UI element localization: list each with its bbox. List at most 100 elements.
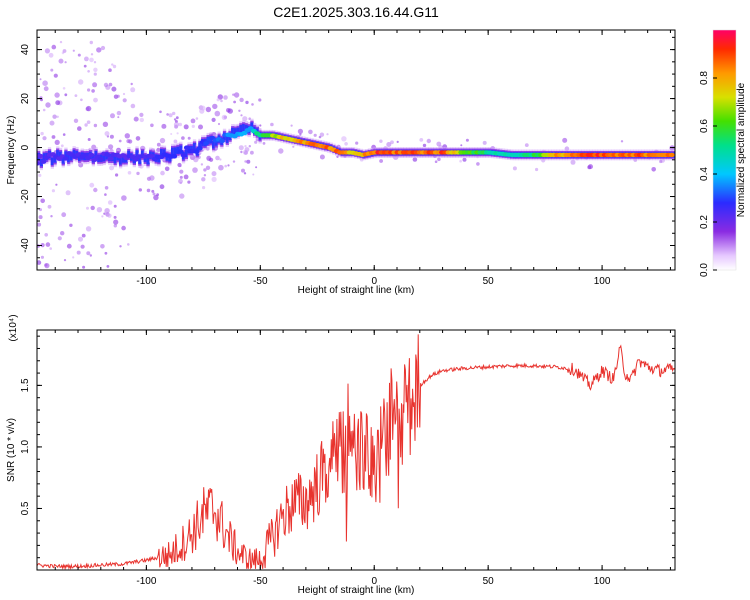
spectrogram-noise-cell	[243, 172, 247, 175]
spectrogram-noise-cell	[250, 150, 254, 155]
spectrogram-noise-cell	[187, 180, 191, 184]
spectrogram-noise-cell	[209, 157, 214, 162]
spectrogram-noise-cell	[205, 165, 211, 170]
spectrogram-noise-cell	[40, 131, 44, 136]
spectrogram-band-cell	[64, 151, 68, 159]
spectrogram-noise-cell	[159, 110, 162, 114]
spectrogram-noise-cell	[107, 213, 112, 218]
spectrogram-noise-cell	[107, 200, 113, 205]
spectrogram-noise-cell	[55, 100, 61, 106]
y-tick-label: 40	[20, 44, 31, 56]
spectrogram-noise-cell	[512, 166, 517, 171]
spectrogram-ridge-cell	[91, 157, 98, 162]
spectrogram-noise-cell	[187, 136, 191, 140]
spectrogram-noise-cell	[219, 158, 222, 161]
spectrogram-band-cell	[121, 155, 126, 163]
spectrogram-noise-cell	[238, 145, 244, 151]
spectrogram-noise-cell	[297, 128, 303, 134]
spectrogram-noise-cell	[106, 265, 110, 268]
spectrogram-noise-cell	[113, 215, 117, 219]
colorbar-tick-label: 0.4	[699, 167, 710, 181]
spectrogram-band-cell	[242, 123, 246, 132]
spectrogram-noise-cell	[77, 126, 82, 131]
spectrogram-band-cell	[250, 122, 254, 130]
spectrogram-noise-cell	[462, 157, 467, 162]
spectrogram-noise-cell	[176, 132, 179, 135]
spectrogram-noise-cell	[419, 138, 424, 142]
spectrogram-noise-cell	[218, 164, 224, 171]
spectrogram-noise-cell	[116, 110, 122, 116]
spectrogram-band-cell	[171, 147, 175, 156]
spectrogram-ridge-cell	[132, 157, 139, 162]
spectrogram-noise-cell	[113, 219, 119, 225]
spectrogram-noise-cell	[42, 274, 46, 278]
spectrogram-noise-cell	[227, 108, 233, 114]
spectrogram-noise-cell	[146, 188, 151, 193]
spectrogram-noise-cell	[111, 63, 114, 66]
spectrogram-noise-cell	[299, 133, 302, 136]
spectrogram-noise-cell	[38, 173, 42, 177]
x-tick-label: -50	[253, 276, 268, 287]
spectrogram-noise-cell	[45, 102, 51, 108]
spectrogram-noise-cell	[42, 136, 47, 141]
spectrogram-noise-cell	[151, 189, 155, 193]
snr-panel: -100 -50 0 50 100 0.5 1.0 1.5 Height of straig…	[6, 314, 676, 596]
spectrogram-noise-cell	[239, 97, 244, 103]
spectrogram-noise-cell	[37, 222, 42, 227]
spectrogram-band-cell	[179, 145, 183, 153]
spectrogram-noise-cell	[116, 94, 120, 98]
spectrogram-noise-cell	[54, 92, 60, 98]
spectrogram-noise-cell	[73, 118, 79, 124]
spectrogram-noise-cell	[326, 133, 329, 136]
spectrogram-noise-cell	[113, 204, 117, 208]
spectrogram-noise-cell	[61, 212, 67, 218]
spectrogram-noise-cell	[90, 53, 94, 56]
spectrogram-noise-cell	[53, 73, 58, 78]
spectrogram-noise-cell	[251, 103, 254, 106]
spectrogram-noise-cell	[104, 186, 109, 190]
spectrogram-band-cell	[239, 124, 243, 133]
y-tick-label: 1.0	[20, 440, 31, 454]
spectrogram-noise-cell	[101, 215, 104, 218]
spectrogram-noise-cell	[172, 111, 176, 116]
spectrogram-noise-cell	[63, 259, 67, 262]
spectrogram-noise-cell	[179, 175, 183, 179]
spectrogram-noise-cell	[252, 173, 255, 176]
spectrogram-noise-cell	[344, 142, 348, 146]
spectrogram-noise-cell	[38, 215, 43, 220]
spectrogram-noise-cell	[111, 86, 117, 92]
y-tick-label: 0.5	[20, 501, 31, 515]
spectrogram-noise-cell	[465, 138, 469, 142]
spectrogram-y-ticks: -40 -20 0 20 40	[20, 36, 675, 271]
spectrogram-noise-cell	[62, 133, 66, 136]
spectrogram-noise-cell	[78, 79, 84, 85]
spectrogram-noise-cell	[119, 245, 122, 248]
spectrogram-band-cell	[50, 157, 54, 165]
spectrogram-noise-cell	[83, 64, 87, 68]
spectrogram-noise-cell	[160, 170, 165, 176]
spectrogram-noise-cell	[104, 251, 108, 255]
spectrogram-noise-cell	[313, 133, 317, 137]
spectrogram-noise-cell	[85, 226, 92, 232]
spectrogram-noise-cell	[40, 243, 45, 248]
spectrogram-noise-cell	[562, 137, 568, 143]
spectrogram-noise-cell	[459, 159, 462, 163]
spectrogram-noise-cell	[139, 117, 144, 123]
spectrogram-noise-cell	[56, 115, 59, 119]
spectrogram-band-cell	[67, 154, 71, 163]
spectrogram-noise-cell	[51, 135, 56, 139]
spectrogram-noise-cell	[89, 254, 93, 257]
spectrogram-noise-cell	[240, 150, 243, 154]
spectrogram-noise-cell	[244, 145, 247, 148]
spectrogram-noise-cell	[153, 194, 159, 201]
colorbar-tick-label: 0.6	[699, 119, 710, 133]
spectrogram-noise-cell	[173, 122, 180, 128]
spectrogram-band-cell	[146, 157, 150, 165]
snr-x-ticks: -100 -50 0 50 100	[54, 330, 671, 587]
spectrogram-noise-cell	[164, 166, 170, 172]
spectrogram-x-label: Height of straight line (km)	[298, 285, 415, 296]
spectrogram-ridge-cell	[219, 138, 225, 144]
spectrogram-band-cell	[160, 149, 164, 157]
spectrogram-noise-cell	[92, 82, 98, 88]
y-tick-label: -20	[20, 189, 31, 204]
